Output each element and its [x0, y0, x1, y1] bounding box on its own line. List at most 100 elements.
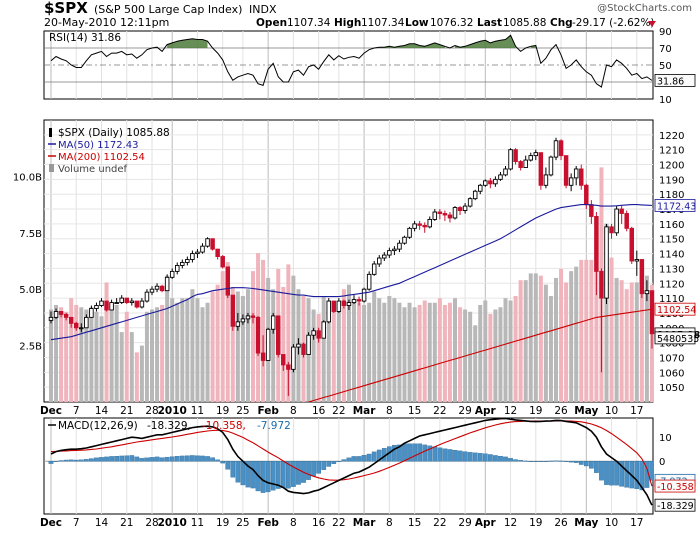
- x-axis-label: 2010: [158, 405, 187, 417]
- macd-hist-bar: [392, 444, 397, 462]
- macd-hist-bar: [134, 456, 140, 462]
- macd-hist-bar: [205, 456, 210, 462]
- volume-bar: [114, 304, 119, 402]
- candle-body: [604, 226, 609, 299]
- candle-body: [89, 308, 94, 318]
- macd-hist-bar: [260, 461, 266, 493]
- volume-bar: [195, 298, 200, 402]
- volume-bar: [402, 307, 407, 402]
- x-axis-label: 8: [386, 405, 393, 417]
- macd-hist-bar: [53, 461, 59, 462]
- candle-body: [296, 343, 301, 348]
- volume-bar: [488, 314, 493, 402]
- volume-bar: [392, 298, 397, 402]
- low-label: Low: [405, 17, 429, 29]
- volume-bar: [609, 257, 614, 402]
- macd-hist-bar: [578, 461, 584, 465]
- macd-hist-bar: [311, 461, 316, 477]
- x-axis-label: 28: [145, 405, 158, 417]
- macd-hist-bar: [195, 455, 200, 462]
- candle-body: [291, 346, 296, 370]
- x-axis-label: 29: [458, 405, 471, 417]
- macd-hist-bar: [553, 460, 559, 462]
- macd-hist-bar: [119, 455, 125, 462]
- candle-body: [377, 257, 382, 265]
- price-tick-label: 1150: [659, 235, 684, 246]
- legend-ma50: MA(50) 1172.43: [58, 140, 139, 151]
- legend-spx-swatch: [49, 128, 52, 137]
- price-tick-label: 1180: [659, 190, 684, 201]
- macd-hist-bar: [533, 461, 539, 462]
- x-axis-label: May: [574, 405, 598, 417]
- x-axis-label: Apr: [475, 517, 497, 529]
- volume-bar: [579, 259, 584, 402]
- macd-hist-bar: [407, 443, 412, 462]
- macd-hist-bar: [482, 453, 488, 462]
- volume-bar: [281, 286, 286, 402]
- rsi-overbought-fill: [379, 42, 445, 48]
- candle-body: [594, 216, 599, 272]
- candle-body: [180, 262, 185, 266]
- macd-hist-bar: [573, 461, 579, 463]
- macd-hist-bar: [609, 461, 614, 486]
- candle-body: [250, 315, 256, 318]
- candle-body: [538, 152, 544, 186]
- volume-bar: [554, 277, 558, 402]
- candle-body: [200, 245, 205, 253]
- candle-body: [230, 294, 236, 327]
- macd-hist-bar: [548, 460, 554, 462]
- macd-panel: [43, 417, 654, 515]
- macd-hist-bar: [321, 461, 327, 470]
- volume-bar: [79, 307, 84, 402]
- macd-value-tag-box: [654, 479, 696, 493]
- volume-bar: [129, 332, 134, 402]
- price-value-tag-box: [654, 302, 696, 316]
- x-axis-label: 14: [95, 517, 109, 529]
- macd-hist-bar: [649, 461, 653, 481]
- candle-body: [311, 330, 316, 336]
- price-tick-label: 1070: [659, 353, 684, 364]
- x-axis-label: Dec: [40, 517, 62, 529]
- candle-body: [397, 242, 402, 250]
- macd-hist-bar: [336, 461, 342, 462]
- candle-body: [58, 311, 64, 315]
- macd-hist-bar: [190, 455, 195, 462]
- down-arrow-icon: [648, 21, 656, 27]
- volume-bar: [49, 309, 53, 402]
- volume-bar: [225, 262, 230, 402]
- volume-bar: [326, 300, 331, 402]
- macd-hist-bar: [270, 461, 276, 491]
- macd-hist-bar: [73, 459, 79, 462]
- volume-bar: [64, 311, 69, 402]
- candle-body: [442, 213, 448, 216]
- candle-body: [568, 177, 574, 186]
- candle-body: [63, 313, 69, 318]
- macd-hist-bar: [594, 461, 599, 473]
- x-axis-label: 15: [408, 517, 421, 529]
- candle-body: [306, 334, 311, 355]
- volume-bar: [109, 302, 114, 402]
- volume-bar: [155, 307, 160, 402]
- candle-body: [533, 152, 539, 157]
- volume-bar: [59, 307, 64, 402]
- macd-hist-bar: [144, 457, 150, 462]
- x-axis-label: 8: [290, 517, 297, 529]
- candle-body: [488, 180, 493, 185]
- high-label: High: [334, 17, 361, 29]
- volume-tick-label: 10.0B: [13, 172, 42, 183]
- x-axis-label: 21: [120, 405, 133, 417]
- volume-bar: [382, 302, 387, 402]
- macd-hist-bar: [306, 461, 311, 480]
- candle-body: [169, 270, 175, 278]
- macd-hist-bar: [402, 443, 407, 462]
- volume-bar: [559, 268, 564, 402]
- x-axis-label: 26: [554, 405, 568, 417]
- candle-body: [503, 168, 508, 176]
- volume-bar: [513, 295, 518, 402]
- volume-bar: [160, 304, 165, 402]
- volume-bar: [346, 284, 351, 402]
- volume-bar: [69, 298, 74, 402]
- macd-hist-bar: [503, 456, 508, 462]
